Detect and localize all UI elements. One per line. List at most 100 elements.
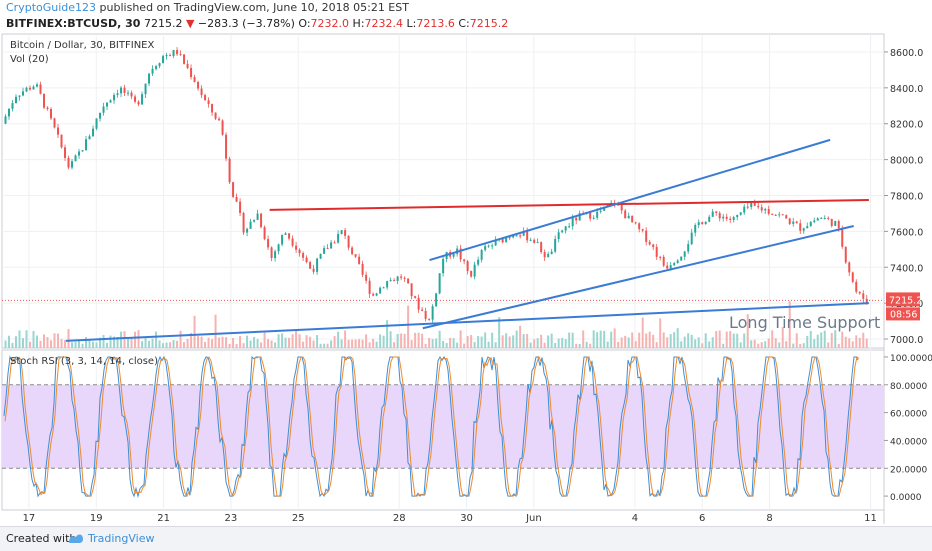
candle-body <box>470 271 473 277</box>
candle-body <box>302 253 305 258</box>
volume-bar <box>106 342 109 348</box>
candle-body <box>365 274 368 281</box>
author-link[interactable]: CryptoGuide123 <box>6 1 97 14</box>
volume-bar <box>543 342 546 348</box>
volume-bar <box>858 337 861 348</box>
tradingview-brand[interactable]: TradingView <box>88 532 155 545</box>
candle-body <box>193 77 196 83</box>
candle-body <box>288 233 291 239</box>
candle-body <box>263 227 266 240</box>
volume-bar <box>736 333 739 348</box>
candle-body <box>739 212 742 215</box>
volume-bar <box>155 331 158 348</box>
y-tick-label: 7600.0 <box>890 227 923 238</box>
candle-body <box>172 50 175 57</box>
candle-body <box>144 83 147 95</box>
candle-body <box>774 214 777 216</box>
volume-bar <box>323 343 326 348</box>
volume-bar <box>424 343 427 348</box>
volume-bar <box>200 336 203 348</box>
volume-bar <box>771 330 774 348</box>
candle-body <box>277 244 280 252</box>
candle-body <box>750 202 753 208</box>
y-tick-label: 8200.0 <box>890 120 923 131</box>
volume-bar <box>368 342 371 348</box>
candle-body <box>372 293 375 296</box>
volume-bar <box>365 334 368 348</box>
candle-body <box>599 210 602 212</box>
candle-body <box>134 96 137 102</box>
volume-bar <box>715 331 718 348</box>
candle-body <box>102 106 105 113</box>
volume-bar <box>165 342 168 348</box>
candle-body <box>312 268 315 272</box>
candle-body <box>354 254 357 257</box>
candle-body <box>662 256 665 266</box>
volume-bar <box>361 339 364 348</box>
candle-body <box>137 101 140 105</box>
volume-bar <box>172 340 175 348</box>
volume-bar <box>540 334 543 348</box>
volume-bar <box>95 342 98 348</box>
candle-body <box>697 222 700 226</box>
candle-body <box>379 287 382 294</box>
candle-body <box>396 276 399 281</box>
candle-body <box>575 217 578 221</box>
volume-bar <box>515 330 518 348</box>
candle-body <box>207 100 210 104</box>
volume-bar <box>326 343 329 348</box>
volume-bar <box>750 340 753 348</box>
volume-bar <box>235 343 238 348</box>
candle-body <box>564 226 567 231</box>
volume-bar <box>246 335 249 348</box>
candle-body <box>778 214 781 216</box>
candle-body <box>57 127 60 135</box>
candle-body <box>732 217 735 220</box>
candle-body <box>627 215 630 219</box>
candle-body <box>347 235 350 248</box>
volume-bar <box>848 338 851 348</box>
created-with-label: Created with <box>6 532 77 545</box>
candle-body <box>326 248 329 250</box>
volume-bar <box>158 340 161 348</box>
candle-body <box>242 213 245 233</box>
candle-body <box>29 87 32 90</box>
volume-bar <box>396 334 399 348</box>
volume-bar <box>508 336 511 348</box>
candle-body <box>813 220 816 223</box>
volume-bar <box>466 336 469 348</box>
volume-bar <box>554 343 557 348</box>
volume-bar <box>211 339 214 348</box>
volume-bar <box>725 331 728 348</box>
candle-body <box>60 134 63 148</box>
x-tick-label: 25 <box>292 513 305 524</box>
volume-bar <box>186 339 189 348</box>
volume-bar <box>844 336 847 348</box>
volume-bar <box>477 336 480 348</box>
candle-body <box>204 95 207 101</box>
volume-bar <box>526 333 529 348</box>
candle-body <box>666 265 669 269</box>
candle-body <box>120 87 123 94</box>
candle-body <box>715 211 718 214</box>
volume-bar <box>613 328 616 348</box>
candle-body <box>85 139 88 151</box>
candle-body <box>809 222 812 227</box>
volume-bar <box>519 325 522 348</box>
candle-body <box>855 281 858 292</box>
volume-bar <box>536 338 539 348</box>
low-value: 7213.6 <box>416 17 455 30</box>
volume-bar <box>729 331 732 348</box>
price-chart[interactable]: 17 19 21 23 25 28 30 Jun 4 6 8 11 8600.0 8400.0 8200.0… <box>0 0 932 526</box>
candle-body <box>785 215 788 219</box>
candle-body <box>463 259 466 262</box>
volume-bar <box>445 343 448 348</box>
candle-body <box>487 245 490 247</box>
high-value: 7232.4 <box>364 17 404 30</box>
volume-bar <box>753 339 756 348</box>
candle-body <box>113 94 116 101</box>
volume-bar <box>718 330 721 348</box>
x-tick-label: 21 <box>157 513 170 524</box>
volume-bar <box>501 335 504 348</box>
candle-body <box>806 226 809 229</box>
